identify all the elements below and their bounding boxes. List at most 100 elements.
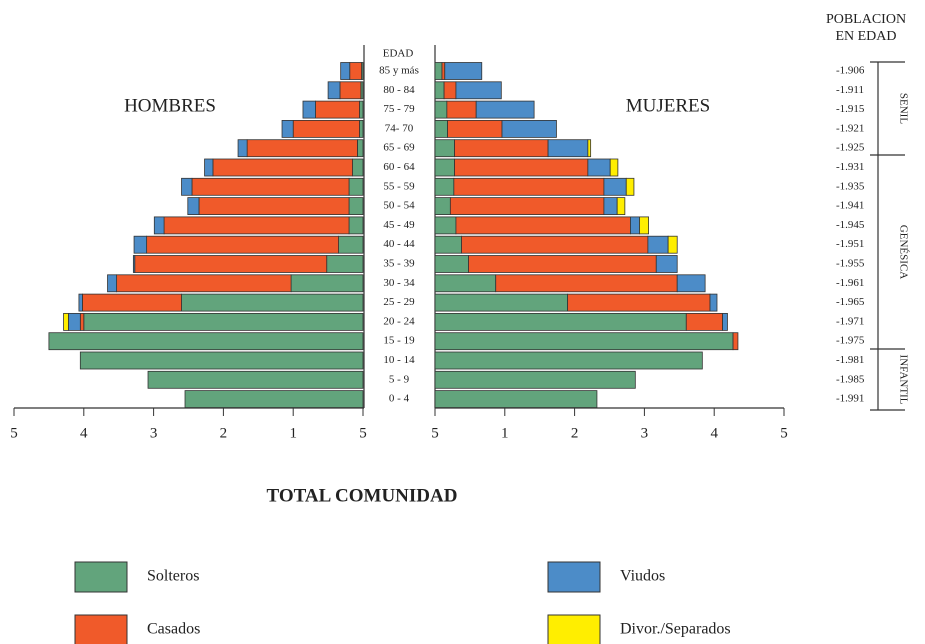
bar — [82, 293, 182, 312]
age-label: 15 - 19 — [383, 335, 415, 347]
bar — [446, 100, 477, 119]
bar — [302, 100, 316, 119]
x-tick-label: 3 — [150, 425, 158, 441]
bar — [647, 235, 669, 254]
chart-title: TOTAL COMUNIDAD — [267, 485, 458, 506]
legend-label: Solteros — [147, 568, 199, 585]
bar — [348, 197, 364, 216]
bar — [495, 274, 678, 293]
legend-label: Divor./Separados — [620, 621, 731, 638]
bar — [107, 274, 118, 293]
bar — [587, 158, 611, 177]
age-label: 30 - 34 — [383, 277, 415, 289]
bar — [292, 120, 360, 138]
bar — [434, 274, 497, 293]
x-tick-label: 5 — [431, 425, 439, 441]
bar — [348, 216, 364, 235]
bar — [685, 312, 723, 331]
year-label: -1.911 — [836, 84, 864, 96]
bar — [326, 255, 364, 273]
x-tick-label: 4 — [710, 425, 718, 441]
x-tick-label: 1 — [501, 425, 509, 441]
bar — [454, 158, 589, 177]
age-label: 45 - 49 — [383, 219, 415, 231]
bar — [567, 293, 711, 312]
bar — [133, 235, 148, 254]
bar — [290, 274, 364, 293]
x-tick-label: 1 — [289, 425, 297, 441]
bar — [616, 197, 626, 216]
legend-label: Viudos — [620, 568, 665, 585]
year-label: -1.941 — [836, 200, 864, 212]
bar — [676, 274, 706, 293]
bar — [359, 100, 364, 119]
bar — [315, 100, 360, 119]
year-label: -1.961 — [836, 277, 864, 289]
bar — [587, 139, 592, 158]
age-header: EDAD — [383, 48, 414, 60]
x-tick-label: 2 — [571, 425, 579, 441]
bar — [357, 139, 364, 158]
year-header: EN EDAD — [835, 29, 896, 44]
bar — [655, 255, 678, 273]
age-label: 80 - 84 — [383, 84, 415, 96]
year-label: -1.955 — [836, 258, 865, 270]
x-tick-label: 3 — [641, 425, 649, 441]
bar — [547, 139, 589, 158]
x-tick-label: 5 — [10, 425, 18, 441]
bar — [83, 312, 364, 331]
legend-label: Casados — [147, 621, 200, 638]
bar — [501, 120, 557, 138]
bar — [163, 216, 350, 235]
age-label: 65 - 69 — [383, 142, 415, 154]
bar — [212, 158, 353, 177]
age-label: 85 y más — [379, 65, 419, 77]
bar — [434, 390, 598, 409]
bar — [630, 216, 640, 235]
bar — [434, 370, 636, 389]
bar — [349, 62, 363, 80]
bar — [434, 312, 687, 331]
year-header: POBLACION — [826, 12, 906, 27]
age-label: 10 - 14 — [383, 354, 415, 366]
bar — [184, 390, 364, 409]
bar — [181, 177, 193, 196]
bar — [434, 197, 451, 216]
age-label: 55 - 59 — [383, 180, 415, 192]
year-label: -1.921 — [836, 122, 864, 134]
bar — [434, 332, 734, 351]
x-tick-label: 5 — [780, 425, 788, 441]
bar — [79, 351, 364, 370]
bar — [453, 177, 605, 196]
bar — [709, 293, 718, 312]
bar — [461, 235, 649, 254]
bar — [454, 139, 549, 158]
bar — [443, 81, 457, 100]
bar — [434, 62, 443, 80]
bar — [434, 216, 457, 235]
bar — [667, 235, 678, 254]
year-label: -1.991 — [836, 393, 864, 405]
bar — [455, 81, 502, 100]
year-label: -1.915 — [836, 103, 865, 115]
bar — [468, 255, 657, 273]
men-label: HOMBRES — [124, 95, 216, 116]
bar — [639, 216, 649, 235]
year-label: -1.906 — [836, 65, 865, 77]
bar — [434, 351, 703, 370]
bar — [434, 100, 448, 119]
x-tick-label: 5 — [359, 425, 367, 441]
year-label: -1.985 — [836, 373, 865, 385]
bar — [603, 197, 618, 216]
year-label: -1.931 — [836, 161, 864, 173]
bar — [449, 197, 605, 216]
bar — [732, 332, 739, 351]
bar — [352, 158, 364, 177]
bar — [434, 158, 455, 177]
year-label: -1.945 — [836, 219, 865, 231]
age-label: 0 - 4 — [389, 393, 410, 405]
year-label: -1.935 — [836, 180, 865, 192]
bar — [153, 216, 165, 235]
legend-swatch — [547, 561, 601, 593]
